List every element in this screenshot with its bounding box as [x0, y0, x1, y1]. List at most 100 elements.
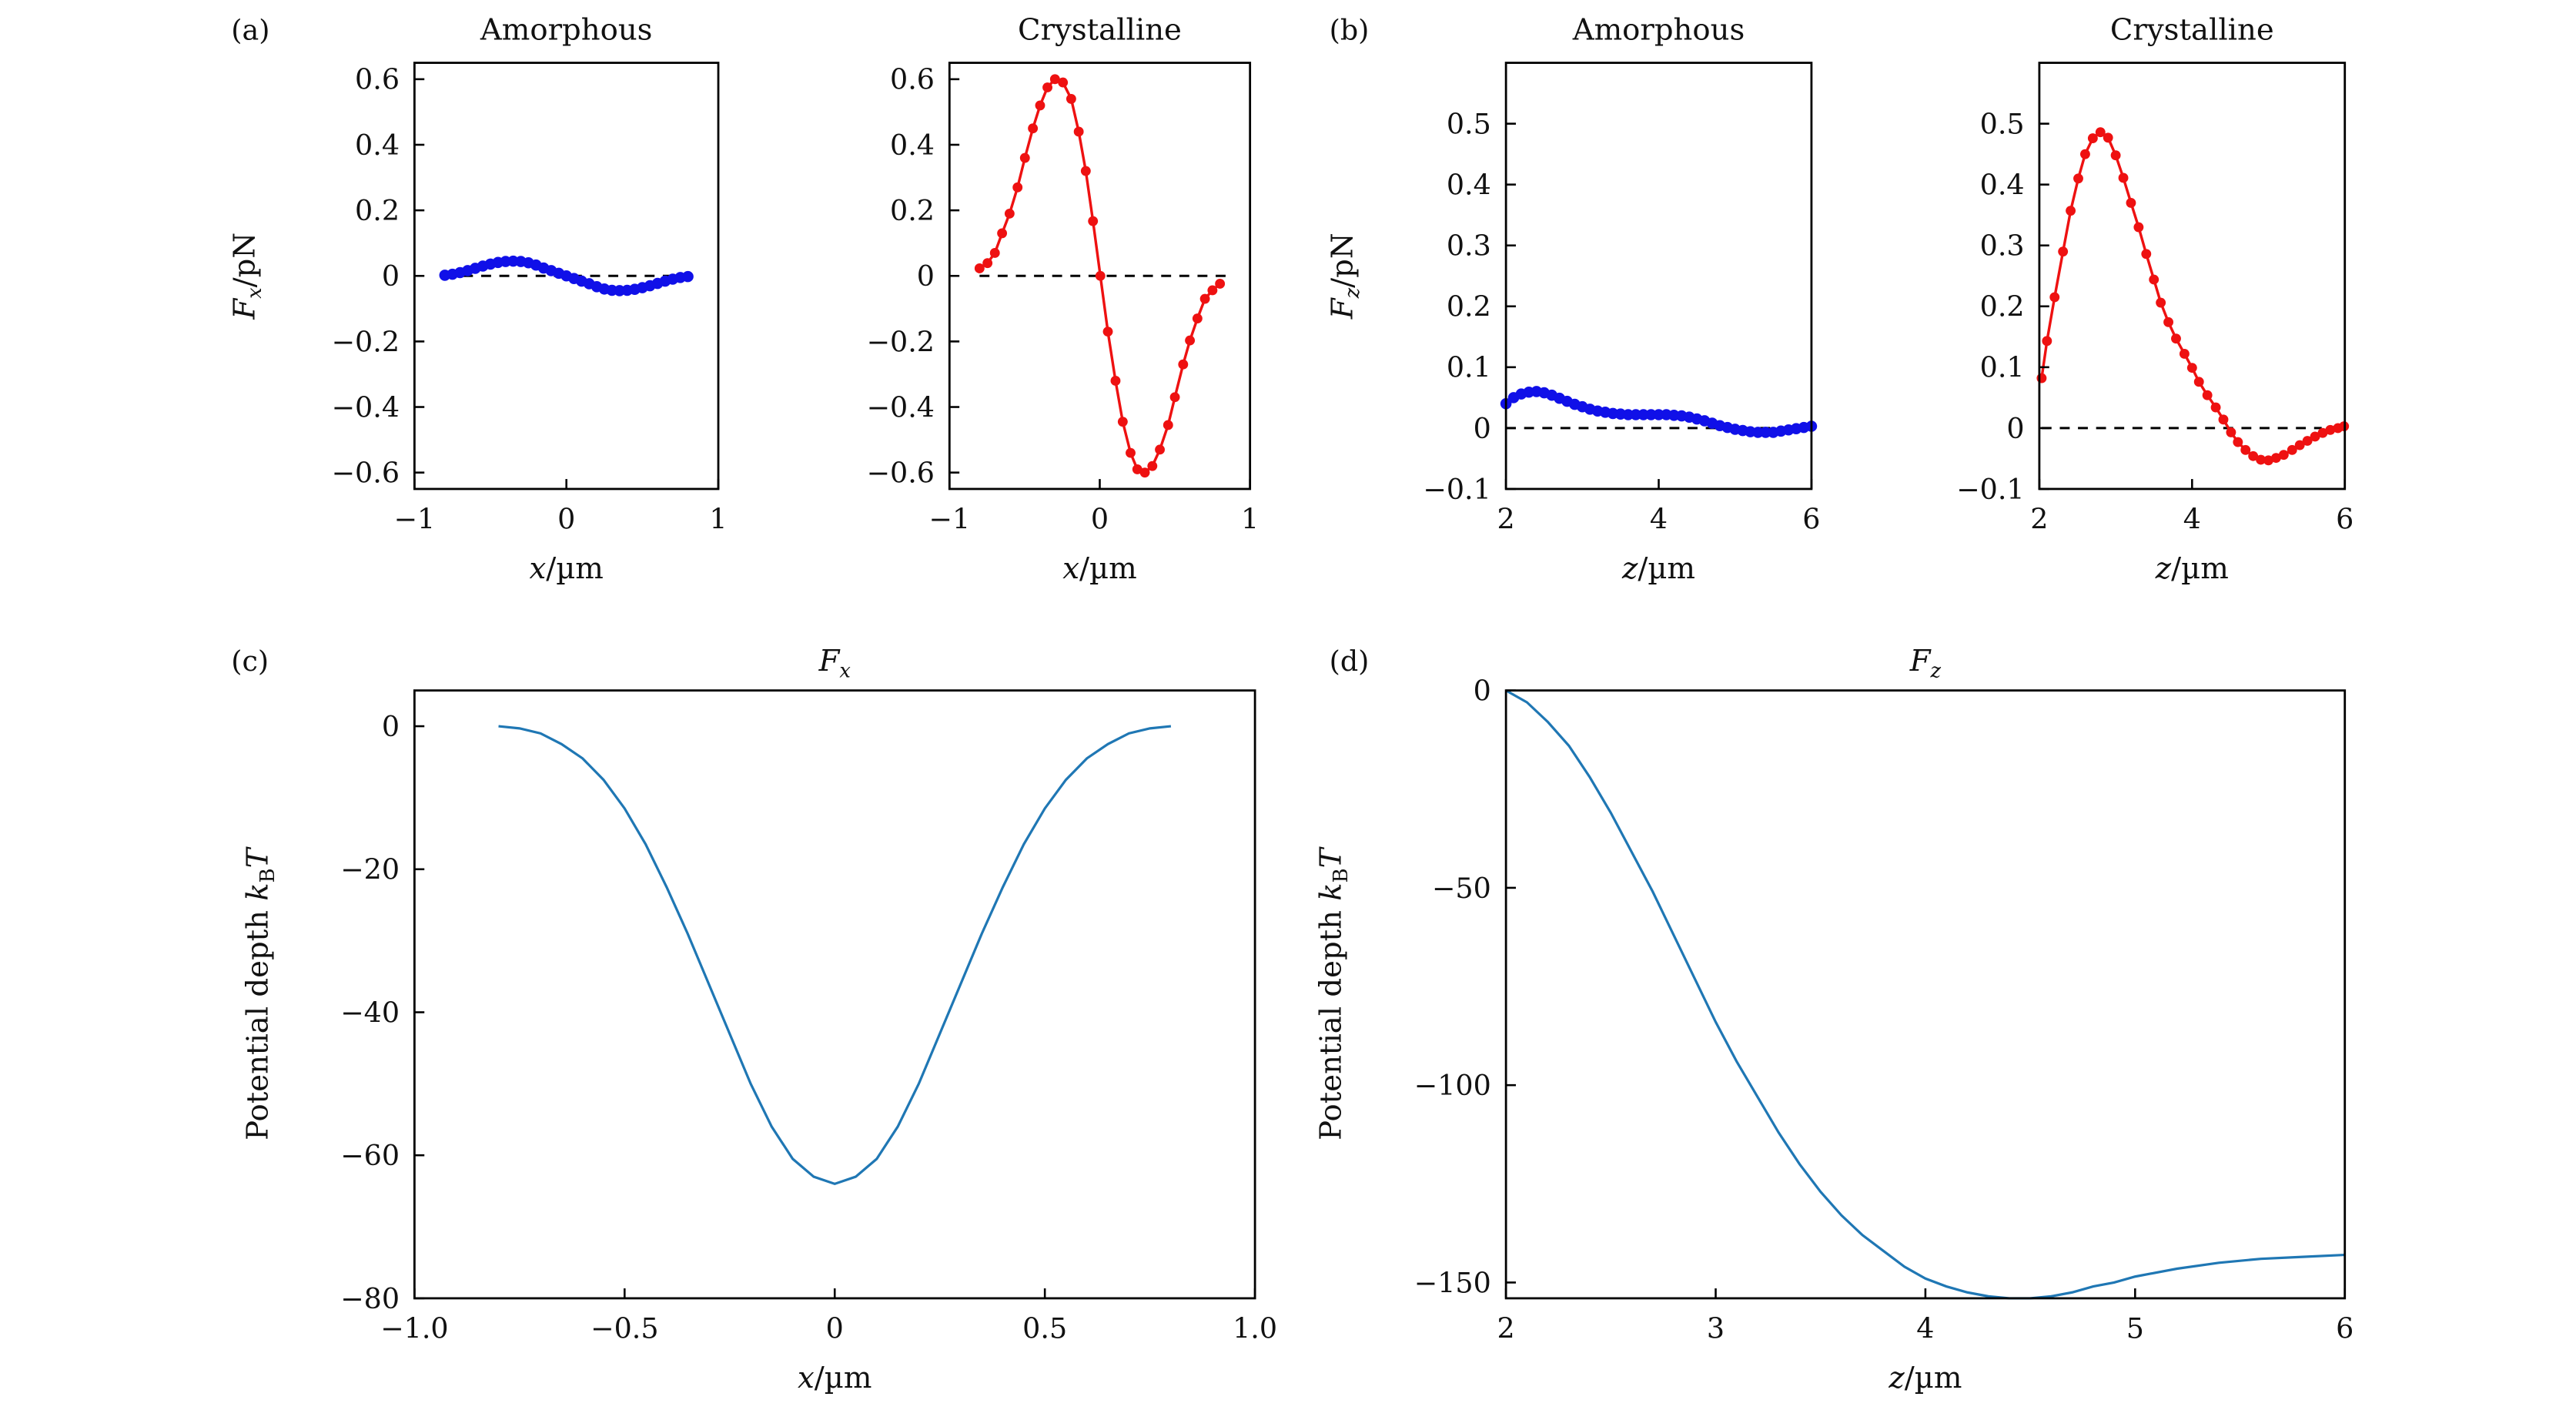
y-label-sub: B — [1330, 868, 1353, 883]
data-point — [997, 228, 1008, 239]
y-tick-label: 0.2 — [1980, 290, 2025, 323]
panel-label: (c) — [231, 645, 269, 678]
x-tick-label: 0.5 — [1022, 1311, 1067, 1345]
data-point — [2263, 455, 2273, 466]
data-point — [2202, 390, 2213, 400]
title-sub: x — [839, 659, 851, 682]
data-point — [1042, 82, 1052, 92]
data-point — [2193, 377, 2204, 387]
y-label-sub: B — [256, 868, 279, 883]
y-tick-label: 0.4 — [355, 129, 400, 162]
x-label-unit: /µm — [1638, 551, 1695, 586]
x-tick-label: 0 — [557, 502, 575, 535]
data-point — [1132, 464, 1142, 474]
x-label-var: z — [2155, 551, 2172, 586]
data-point — [2103, 132, 2113, 143]
data-point — [2226, 427, 2236, 437]
y-tick-label: −20 — [340, 853, 400, 886]
data-point — [2218, 414, 2229, 425]
y-tick-label: 0 — [917, 260, 935, 293]
x-tick-label: 6 — [2336, 1311, 2354, 1345]
chart-title: Crystalline — [1018, 13, 1182, 48]
x-tick-label: 4 — [1916, 1311, 1934, 1345]
y-label-unit: /pN — [1326, 233, 1360, 287]
x-tick-label: 5 — [2126, 1311, 2144, 1345]
y-tick-label: 0.3 — [1447, 229, 1491, 263]
y-label-sub: z — [1341, 287, 1364, 299]
x-label-unit: /µm — [815, 1361, 872, 1395]
data-point — [1058, 77, 1069, 88]
title-sub: z — [1930, 659, 1942, 682]
data-point — [2118, 172, 2129, 183]
x-tick-label: 1 — [1241, 502, 1259, 535]
x-tick-label: −1.0 — [380, 1311, 449, 1345]
y-tick-label: 0.1 — [1447, 351, 1491, 384]
chart-panel-3: Crystalline 2 4 6 0.5 0.4 0.3 0.2 0.1 0 −0.1 z/µm — [1956, 13, 2354, 586]
y-tick-label: 0.6 — [890, 63, 935, 96]
y-tick-label: 0.2 — [890, 194, 935, 227]
chart-panel-4: (c) Fx −1.0 −0.5 0 0.5 1.0 0 −20 −40 −60 −80 x/µm Pot… — [231, 644, 1277, 1395]
data-point — [2110, 150, 2121, 161]
series-line — [498, 725, 1172, 1186]
data-point — [1199, 293, 1210, 304]
x-axis-label: z/µm — [1888, 1361, 1962, 1395]
data-point — [1207, 285, 1218, 296]
x-label-var: x — [1062, 551, 1079, 586]
data-point — [2149, 274, 2159, 285]
y-label-text: Potential depth — [1314, 901, 1349, 1140]
chart-title: Fx — [818, 644, 851, 683]
data-point — [1080, 166, 1091, 176]
data-point — [2186, 363, 2197, 373]
data-point — [2141, 249, 2152, 260]
y-tick-label: −60 — [340, 1139, 400, 1172]
chart-title: Crystalline — [2110, 13, 2274, 48]
y-axis-label: Potential depth kBT — [240, 846, 279, 1140]
data-point — [1110, 376, 1121, 386]
data-point — [2240, 444, 2251, 455]
data-point — [1073, 126, 1084, 137]
y-label-text: Potential depth — [240, 901, 275, 1140]
y-tick-label: −0.2 — [332, 325, 400, 358]
y-tick-label: 0.4 — [1980, 169, 2025, 202]
data-point — [2163, 316, 2173, 327]
y-tick-label: −50 — [1432, 872, 1491, 905]
x-tick-label: 6 — [1802, 502, 1820, 535]
y-label-unit: /pN — [227, 233, 262, 287]
data-point — [982, 258, 993, 269]
chart-title: Fz — [1909, 644, 1942, 683]
data-point — [1117, 417, 1128, 427]
y-tick-label: −0.4 — [332, 390, 400, 424]
data-point — [1139, 467, 1150, 478]
chart-title: Amorphous — [480, 13, 653, 48]
chart-panel-1: Crystalline −1 0 1 0.6 0.4 0.2 0 −0.2 −0.4 −0.6 x/µ… — [866, 13, 1259, 586]
x-tick-label: −1 — [393, 502, 435, 535]
data-point — [1095, 270, 1106, 281]
y-tick-label: 0.4 — [1447, 169, 1491, 202]
data-point — [1049, 74, 1060, 85]
y-tick-label: −0.4 — [866, 390, 935, 424]
y-tick-label: 0.5 — [1980, 107, 2025, 140]
data-point — [1169, 392, 1180, 403]
x-axis-label: z/µm — [2155, 551, 2229, 586]
data-point — [2049, 292, 2060, 303]
x-tick-label: 0 — [826, 1311, 844, 1345]
y-axis-label: Potential depth kBT — [1314, 846, 1353, 1140]
x-tick-label: −0.5 — [590, 1311, 659, 1345]
data-point — [2087, 133, 2098, 144]
data-point — [1163, 420, 1173, 430]
y-tick-label: −80 — [340, 1282, 400, 1315]
data-point — [1126, 447, 1136, 458]
y-tick-label: −0.1 — [1956, 473, 2025, 506]
data-point — [1012, 182, 1023, 193]
data-point — [2133, 222, 2144, 233]
x-tick-label: 4 — [1650, 502, 1668, 535]
x-tick-label: 1 — [709, 502, 727, 535]
data-point — [2171, 333, 2181, 344]
x-label-var: x — [529, 551, 546, 586]
y-tick-label: −0.6 — [332, 457, 400, 490]
title-var: F — [818, 644, 841, 678]
y-tick-label: 0.2 — [1447, 290, 1491, 323]
data-point — [2310, 431, 2320, 442]
y-tick-label: 0.6 — [355, 63, 400, 96]
y-tick-label: 0.3 — [1980, 229, 2025, 263]
